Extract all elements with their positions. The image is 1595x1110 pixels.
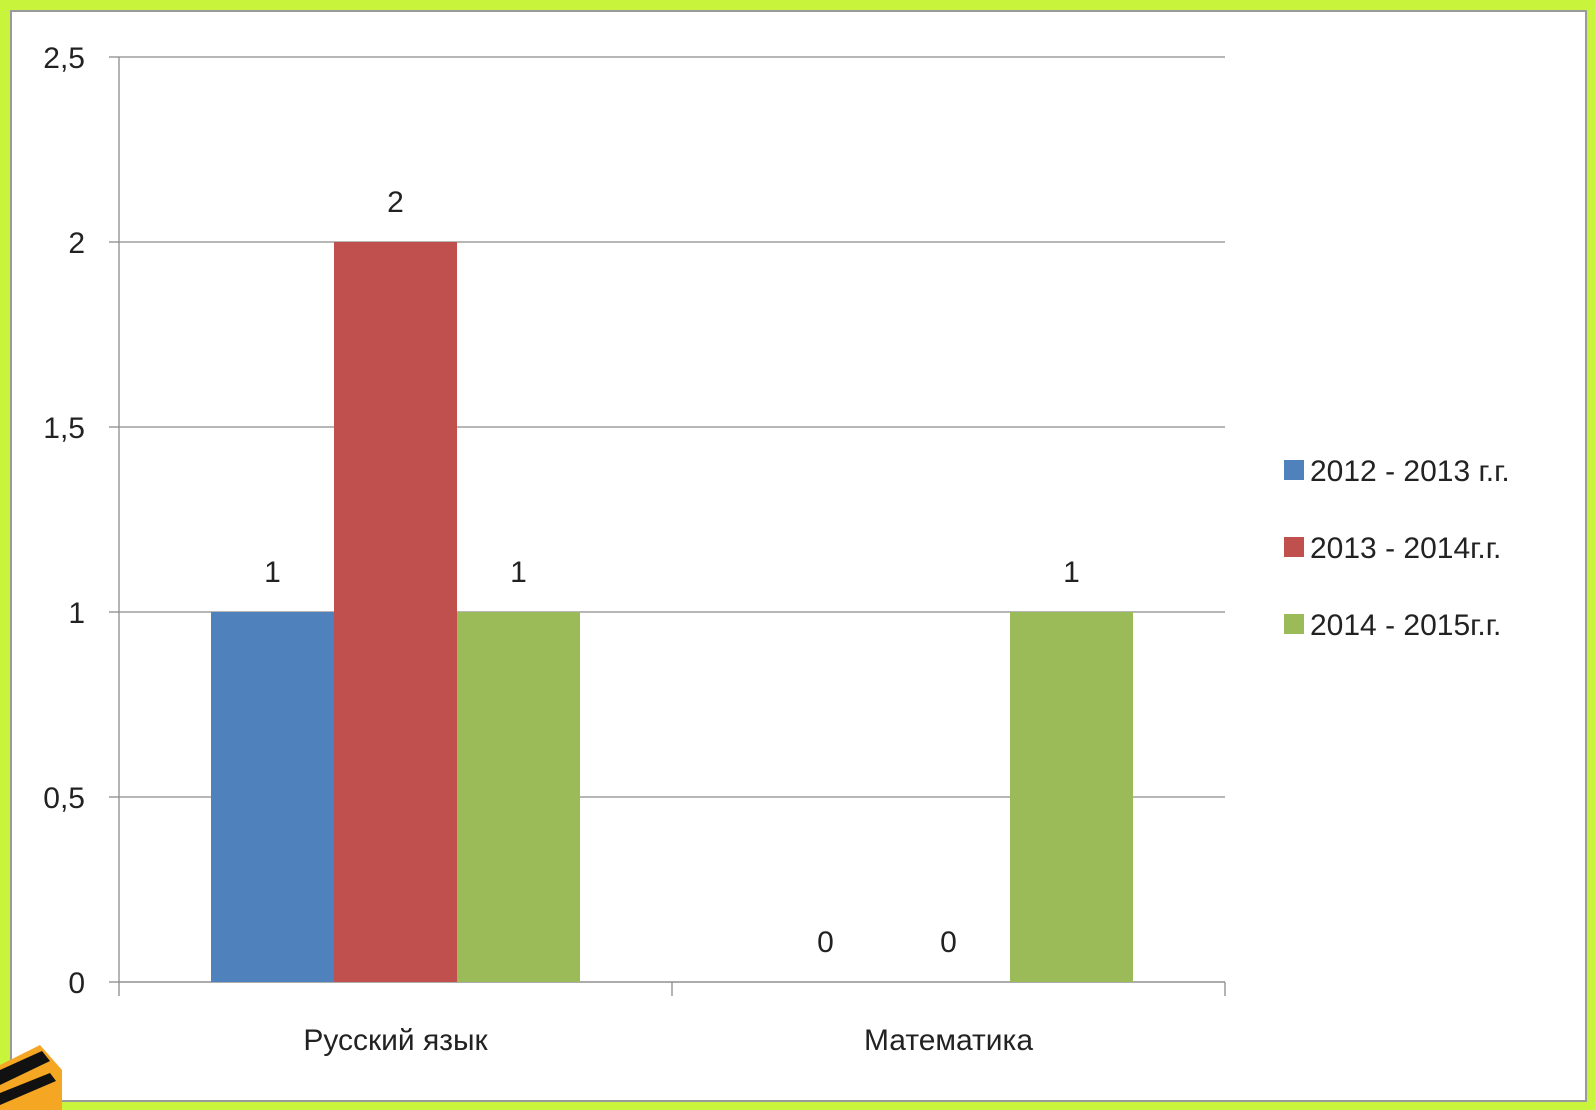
category-label: Русский язык — [303, 1024, 488, 1057]
y-tick-label: 1,5 — [43, 412, 85, 445]
y-tick-label: 0,5 — [43, 782, 85, 815]
bar — [1010, 612, 1133, 982]
data-labels: 1 2 1 0 0 1 — [264, 186, 1080, 959]
data-label: 2 — [387, 186, 404, 219]
bar — [334, 242, 457, 982]
y-tick-label: 0 — [68, 967, 85, 1000]
legend-label: 2014 - 2015г.г. — [1310, 609, 1501, 642]
y-tick-label: 2,5 — [43, 42, 85, 75]
data-label: 1 — [264, 556, 281, 589]
corner-decoration — [0, 1045, 62, 1110]
axes: 0 0,5 1 1,5 2 2,5 Русский язык Математика — [43, 42, 1226, 1057]
data-label: 0 — [817, 926, 834, 959]
data-label: 1 — [510, 556, 527, 589]
legend-swatch — [1284, 460, 1304, 480]
y-tick-label: 1 — [68, 597, 85, 630]
bars — [211, 242, 1133, 982]
y-tick-label: 2 — [68, 227, 85, 260]
legend-label: 2013 - 2014г.г. — [1310, 532, 1501, 565]
data-label: 1 — [1063, 556, 1080, 589]
legend-swatch — [1284, 614, 1304, 634]
legend: 2012 - 2013 г.г. 2013 - 2014г.г. 2014 - 20… — [1284, 455, 1510, 642]
legend-label: 2012 - 2013 г.г. — [1310, 455, 1510, 488]
data-label: 0 — [940, 926, 957, 959]
bar — [457, 612, 580, 982]
bar — [211, 612, 334, 982]
legend-swatch — [1284, 537, 1304, 557]
category-label: Математика — [864, 1024, 1033, 1057]
